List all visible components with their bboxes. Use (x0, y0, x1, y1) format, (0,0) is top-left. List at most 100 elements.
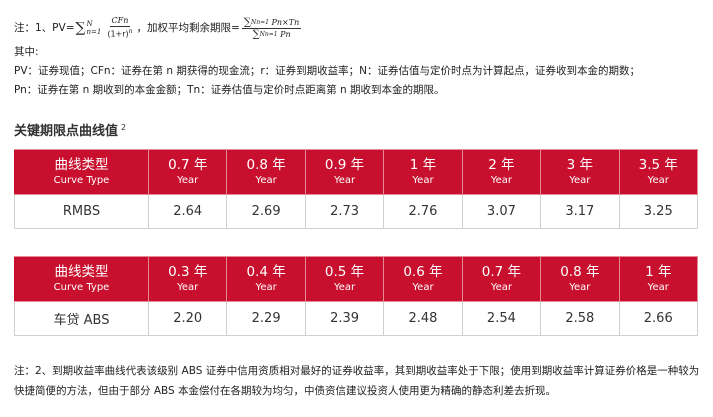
table-cell: 2.73 (304, 194, 385, 229)
wal-num-upper: N (250, 18, 257, 26)
wal-num-term: Pn×Tn (271, 17, 300, 27)
table-cell: 2.58 (540, 301, 620, 336)
row-label: 车贷 ABS (14, 301, 149, 336)
header-unit: Year (412, 282, 434, 293)
section-title-sup: 2 (121, 122, 127, 132)
formula-lead: 注：1、PV= (14, 21, 75, 34)
section-title-text: 关键期限点曲线值 (14, 124, 119, 139)
sigma-symbol: ∑ (75, 19, 86, 36)
wal-num-lower: n=1 (256, 18, 269, 26)
wal-fraction: ∑Nn=1 Pn×Tn ∑Nn=1 Pn (241, 16, 302, 40)
header-term: 0.9 年 (324, 157, 365, 173)
header-en: Curve Type (53, 175, 110, 186)
header-term: 0.7 年 (168, 157, 208, 173)
header-term: 0.8 年 (560, 264, 600, 280)
header-unit: Year (647, 175, 669, 186)
table-cell: 2.66 (618, 301, 699, 336)
wal-den-sigma: ∑ (252, 28, 260, 40)
table-cell: 3.07 (461, 194, 542, 229)
rmbs-header-col: 0.8 年 Year (226, 149, 306, 195)
pv-sum-upper: N (86, 20, 93, 28)
formula-note: 注：1、PV= ∑ N n=1 CFn (1+r)n ，加权平均剩余期限= ∑N… (14, 14, 640, 99)
header-term: 3 年 (566, 157, 594, 173)
pv-sum: ∑ N n=1 (75, 20, 104, 37)
header-unit: Year (490, 282, 512, 293)
header-cn: 曲线类型 (54, 157, 109, 173)
wal-den-upper: N (259, 30, 265, 38)
header-unit: Year (569, 282, 591, 293)
formula-mid: ，加权平均剩余期限= (136, 21, 240, 34)
pv-denominator: (1+r)n (105, 27, 134, 40)
abs-header-col: 1 年 Year (618, 256, 699, 302)
header-term: 3.5 年 (638, 157, 678, 173)
rmbs-header-col: 2 年 Year (461, 149, 542, 195)
header-cn: 曲线类型 (54, 264, 109, 280)
table-cell: 2.64 (147, 194, 228, 229)
abs-header-curve-type: 曲线类型 Curve Type (14, 256, 149, 302)
wal-den-term: Pn (280, 29, 291, 39)
abs-header-row: 曲线类型 Curve Type 0.3 年 Year 0.4 年 Year 0.5 年… (14, 256, 699, 302)
definition-line-2: Pn：证券在第 n 期收到的本金金额；Tn：证券估值与定价时点距离第 n 期收到… (14, 84, 445, 96)
table-cell: 3.17 (540, 194, 620, 229)
table-cell: 2.76 (383, 194, 463, 229)
header-unit: Year (255, 282, 277, 293)
auto-loan-abs-table: 曲线类型 Curve Type 0.3 年 Year 0.4 年 Year 0.5 年… (14, 256, 699, 336)
header-term: 0.3 年 (168, 264, 208, 280)
rmbs-header-col: 0.9 年 Year (304, 149, 385, 195)
header-term: 1 年 (645, 264, 672, 280)
row-label: RMBS (14, 194, 149, 229)
table-cell: 2.69 (226, 194, 306, 229)
wal-den-lower: n=1 (264, 30, 278, 38)
table-row: RMBS 2.64 2.69 2.73 2.76 3.07 3.17 3.25 (14, 194, 699, 229)
header-term: 1 年 (409, 157, 437, 173)
abs-header-col: 0.4 年 Year (226, 256, 306, 302)
definition-line-1: PV：证券现值；CFn：证券在第 n 期获得的现金流；r：证券到期收益率；N：证… (14, 65, 641, 77)
abs-header-col: 0.3 年 Year (147, 256, 228, 302)
abs-header-col: 0.6 年 Year (383, 256, 463, 302)
table-row: 车贷 ABS 2.20 2.29 2.39 2.48 2.54 2.58 2.6… (14, 301, 699, 336)
pv-denominator-exp: n (128, 28, 133, 36)
header-en: Curve Type (53, 282, 110, 293)
wal-sigma: ∑ (243, 16, 251, 28)
abs-header-col: 0.5 年 Year (304, 256, 385, 302)
pv-denominator-base: (1+r) (107, 29, 129, 39)
table-cell: 2.29 (226, 301, 306, 336)
header-term: 0.7 年 (481, 264, 522, 280)
pv-sum-limits: N n=1 (87, 20, 102, 36)
table-cell: 2.48 (383, 301, 463, 336)
rmbs-header-col: 3.5 年 Year (618, 149, 699, 195)
header-unit: Year (569, 175, 591, 186)
header-unit: Year (177, 175, 199, 186)
rmbs-header-col: 0.7 年 Year (147, 149, 228, 195)
abs-header-col: 0.8 年 Year (540, 256, 620, 302)
abs-header-col: 0.7 年 Year (461, 256, 542, 302)
where-label: 其中: (14, 46, 39, 58)
table-cell: 2.39 (304, 301, 385, 336)
header-term: 0.4 年 (246, 264, 286, 280)
header-unit: Year (333, 282, 356, 293)
rmbs-header-col: 3 年 Year (540, 149, 620, 195)
wal-denominator: ∑Nn=1 Pn (252, 29, 290, 40)
rmbs-header-col: 1 年 Year (383, 149, 463, 195)
footnote: 注：2、到期收益率曲线代表该级别 ABS 证券中信用资质相对最好的证券收益率，其… (14, 365, 700, 397)
pv-sum-lower: n=1 (86, 28, 102, 36)
header-term: 0.5 年 (324, 264, 365, 280)
rmbs-header-curve-type: 曲线类型 Curve Type (14, 149, 149, 195)
header-term: 0.8 年 (246, 157, 286, 173)
pv-fraction: CFn (1+r)n (105, 16, 134, 40)
rmbs-table: 曲线类型 Curve Type 0.7 年 Year 0.8 年 Year 0.9 年… (14, 149, 699, 229)
header-unit: Year (647, 282, 669, 293)
section-title: 关键期限点曲线值 2 (14, 120, 126, 139)
header-unit: Year (333, 175, 356, 186)
formula-line: 注：1、PV= ∑ N n=1 CFn (1+r)n ，加权平均剩余期限= ∑N… (14, 14, 640, 42)
table-cell: 2.20 (147, 301, 228, 336)
rmbs-header-row: 曲线类型 Curve Type 0.7 年 Year 0.8 年 Year 0.9 年… (14, 149, 699, 195)
table-cell: 3.25 (618, 194, 699, 229)
wal-numerator: ∑Nn=1 Pn×Tn (241, 16, 302, 29)
header-unit: Year (490, 175, 512, 186)
header-term: 2 年 (488, 157, 515, 173)
pv-numerator: CFn (109, 16, 131, 28)
header-term: 0.6 年 (403, 264, 443, 280)
header-unit: Year (412, 175, 434, 186)
header-unit: Year (177, 282, 199, 293)
